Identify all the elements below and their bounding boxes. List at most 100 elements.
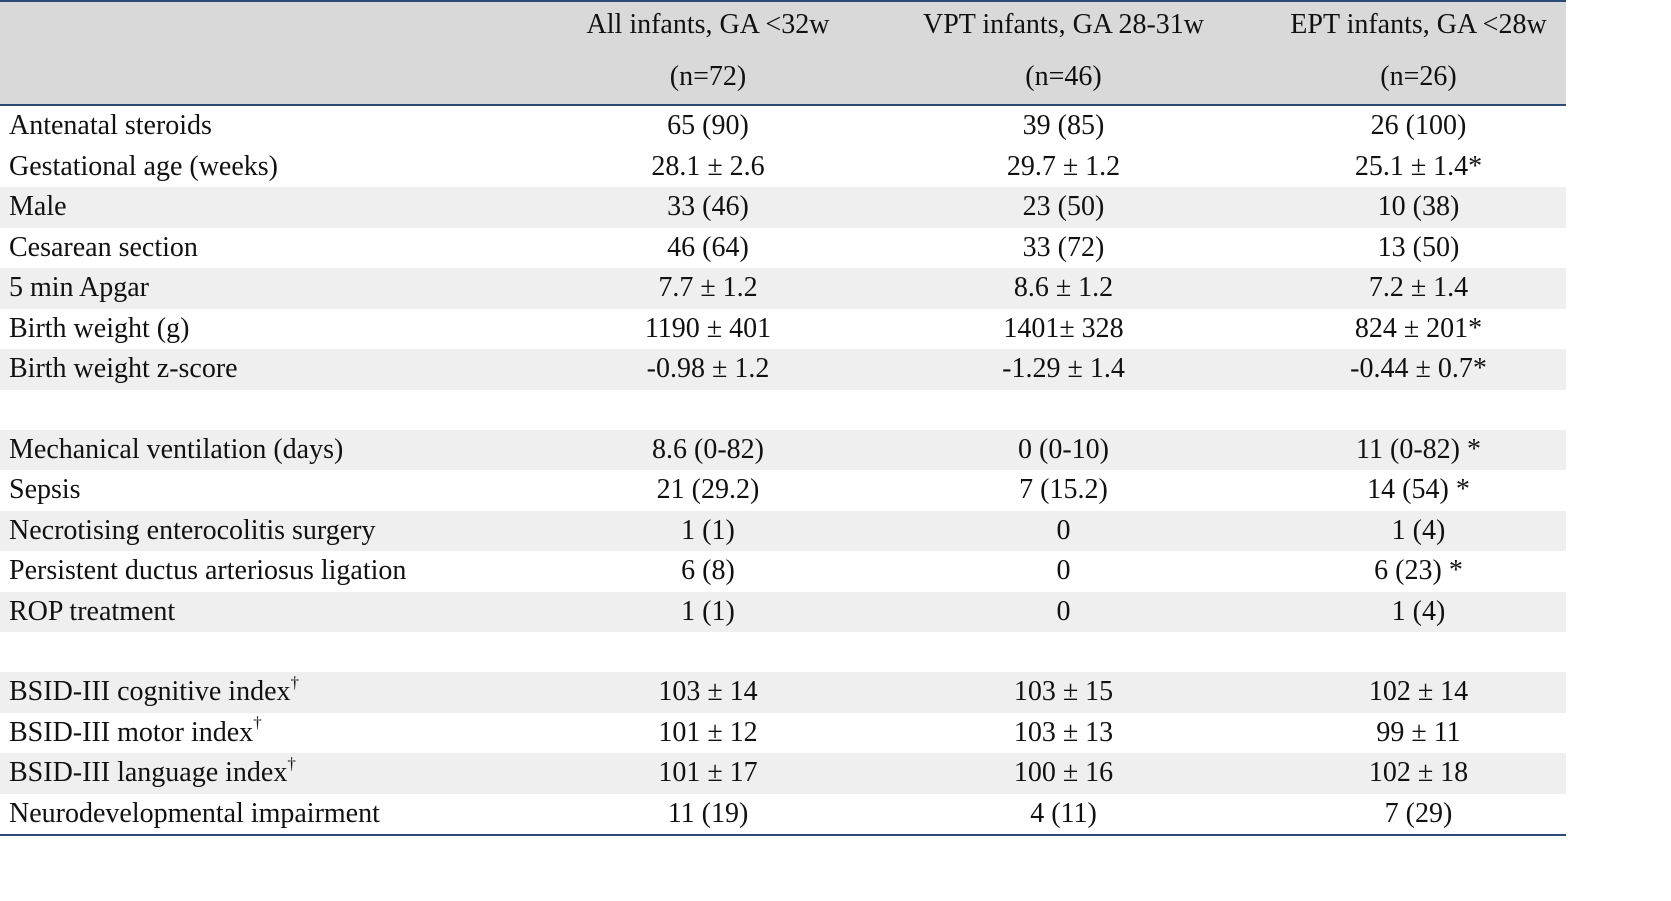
cell-vpt: 0 [1056, 595, 1071, 627]
cell-vpt: 103 ± 15 [1013, 676, 1114, 708]
dagger-mark: † [290, 672, 300, 692]
row-label: Mechanical ventilation (days) [9, 433, 344, 465]
header-blank-cell [0, 2, 560, 104]
cell-vpt: 1401± 328 [1003, 312, 1124, 344]
cell-all: 101 ± 17 [658, 757, 758, 789]
header-count: (n=72) [669, 61, 747, 92]
cell-ept: 102 ± 18 [1368, 757, 1469, 789]
cell-ept: 14 (54) * [1367, 474, 1470, 506]
table-row: ROP treatment 1 (1) 0 1 (4) [0, 591, 1566, 632]
row-label: Antenatal steroids [9, 110, 212, 142]
row-label: BSID-III language index† [9, 753, 296, 789]
table-row: Antenatal steroids 65 (90) 39 (85) 26 (1… [0, 106, 1566, 147]
header-title: EPT infants, GA <28w [1290, 9, 1547, 40]
row-label: Persistent ductus arteriosus ligation [9, 555, 407, 587]
cell-vpt: 33 (72) [1022, 231, 1105, 263]
cell-ept: 7.2 ± 1.4 [1368, 272, 1469, 304]
cell-vpt: 39 (85) [1022, 110, 1105, 142]
row-label: Necrotising enterocolitis surgery [9, 514, 376, 546]
header-title: VPT infants, GA 28-31w [922, 9, 1205, 40]
table-row: Cesarean section 46 (64) 33 (72) 13 (50) [0, 228, 1566, 269]
table-row: BSID-III cognitive index† 103 ± 14 103 ±… [0, 672, 1566, 713]
table-row: Mechanical ventilation (days) 8.6 (0-82)… [0, 429, 1566, 470]
cell-all: 1 (1) [681, 514, 735, 546]
dagger-mark: † [287, 753, 296, 773]
row-label: Birth weight z-score [9, 353, 238, 385]
cell-vpt: 29.7 ± 1.2 [1006, 150, 1121, 182]
header-ept-infants: EPT infants, GA <28w (n=26) [1271, 2, 1566, 104]
cell-ept: 1 (4) [1391, 514, 1446, 546]
header-all-infants: All infants, GA <32w (n=72) [560, 2, 856, 104]
cell-ept: 102 ± 14 [1368, 676, 1469, 708]
header-vpt-infants: VPT infants, GA 28-31w (n=46) [856, 2, 1271, 104]
row-label: Birth weight (g) [9, 312, 190, 344]
cell-ept: 25.1 ± 1.4* [1354, 150, 1483, 182]
cell-all: 11 (19) [667, 797, 749, 829]
table-row: Birth weight (g) 1190 ± 401 1401± 328 82… [0, 309, 1566, 350]
cell-ept: 13 (50) [1377, 231, 1460, 263]
top-rule [0, 0, 1566, 2]
dagger-mark: † [253, 713, 262, 733]
cell-all: 65 (90) [667, 110, 749, 142]
table-row: Sepsis 21 (29.2) 7 (15.2) 14 (54) * [0, 470, 1566, 511]
cell-vpt: 8.6 ± 1.2 [1013, 272, 1114, 304]
cell-all: 46 (64) [667, 231, 749, 263]
cell-vpt: 4 (11) [1030, 797, 1097, 829]
cell-ept: -0.44 ± 0.7* [1350, 353, 1487, 385]
cell-ept: 6 (23) * [1374, 555, 1463, 587]
cell-ept: 26 (100) [1370, 110, 1467, 142]
table-row: Persistent ductus arteriosus ligation 6 … [0, 551, 1566, 592]
row-label: BSID-III cognitive index† [9, 672, 300, 708]
header-count: (n=46) [1025, 61, 1102, 92]
cell-vpt: -1.29 ± 1.4 [1002, 353, 1125, 385]
cell-ept: 824 ± 201* [1354, 312, 1483, 344]
cell-vpt: 0 (0-10) [1018, 433, 1109, 465]
cell-all: 101 ± 12 [658, 716, 758, 748]
row-label: Neurodevelopmental impairment [9, 797, 380, 829]
table-row: Gestational age (weeks) 28.1 ± 2.6 29.7 … [0, 147, 1566, 188]
table-header: All infants, GA <32w (n=72) VPT infants,… [0, 2, 1566, 106]
table-row: Male 33 (46) 23 (50) 10 (38) [0, 187, 1566, 228]
cell-all: 7.7 ± 1.2 [658, 272, 758, 304]
cell-vpt: 103 ± 13 [1013, 716, 1114, 748]
cell-all: 1190 ± 401 [644, 312, 772, 344]
cell-ept: 1 (4) [1391, 595, 1446, 627]
spacer-row [0, 632, 1566, 672]
cell-ept: 11 (0-82) * [1356, 433, 1481, 465]
row-label: Sepsis [9, 474, 81, 506]
cell-all: 8.6 (0-82) [652, 433, 764, 465]
row-label: ROP treatment [9, 595, 176, 627]
cell-ept: 99 ± 11 [1376, 716, 1461, 748]
cell-ept: 10 (38) [1377, 191, 1460, 223]
data-table: All infants, GA <32w (n=72) VPT infants,… [0, 0, 1566, 836]
cell-vpt: 23 (50) [1022, 191, 1105, 223]
cell-all: 103 ± 14 [658, 676, 758, 708]
cell-all: 21 (29.2) [656, 474, 760, 506]
header-count: (n=26) [1380, 61, 1457, 92]
spacer-row [0, 390, 1566, 430]
cell-all: 28.1 ± 2.6 [651, 150, 765, 182]
table-row: Necrotising enterocolitis surgery 1 (1) … [0, 510, 1566, 551]
table-row: BSID-III motor index† 101 ± 12 103 ± 13 … [0, 713, 1566, 754]
row-label: 5 min Apgar [9, 272, 149, 304]
row-label: Gestational age (weeks) [9, 150, 278, 182]
row-label: Male [9, 191, 67, 223]
cell-all: 33 (46) [667, 191, 749, 223]
cell-vpt: 100 ± 16 [1013, 757, 1114, 789]
bottom-rule [0, 834, 1566, 836]
cell-all: 1 (1) [681, 595, 735, 627]
cell-all: 6 (8) [681, 555, 735, 587]
table-row: Neurodevelopmental impairment 11 (19) 4 … [0, 794, 1566, 835]
table-body: Antenatal steroids 65 (90) 39 (85) 26 (1… [0, 106, 1566, 834]
cell-vpt: 7 (15.2) [1019, 474, 1108, 506]
cell-ept: 7 (29) [1384, 797, 1453, 829]
cell-vpt: 0 [1056, 514, 1071, 546]
row-label: BSID-III motor index† [9, 713, 262, 748]
table-row: 5 min Apgar 7.7 ± 1.2 8.6 ± 1.2 7.2 ± 1.… [0, 268, 1566, 309]
table-row: BSID-III language index† 101 ± 17 100 ± … [0, 753, 1566, 794]
header-title: All infants, GA <32w [586, 9, 830, 40]
cell-all: -0.98 ± 1.2 [646, 353, 770, 385]
cell-vpt: 0 [1056, 555, 1071, 587]
row-label: Cesarean section [9, 231, 198, 263]
table-row: Birth weight z-score -0.98 ± 1.2 -1.29 ±… [0, 349, 1566, 390]
